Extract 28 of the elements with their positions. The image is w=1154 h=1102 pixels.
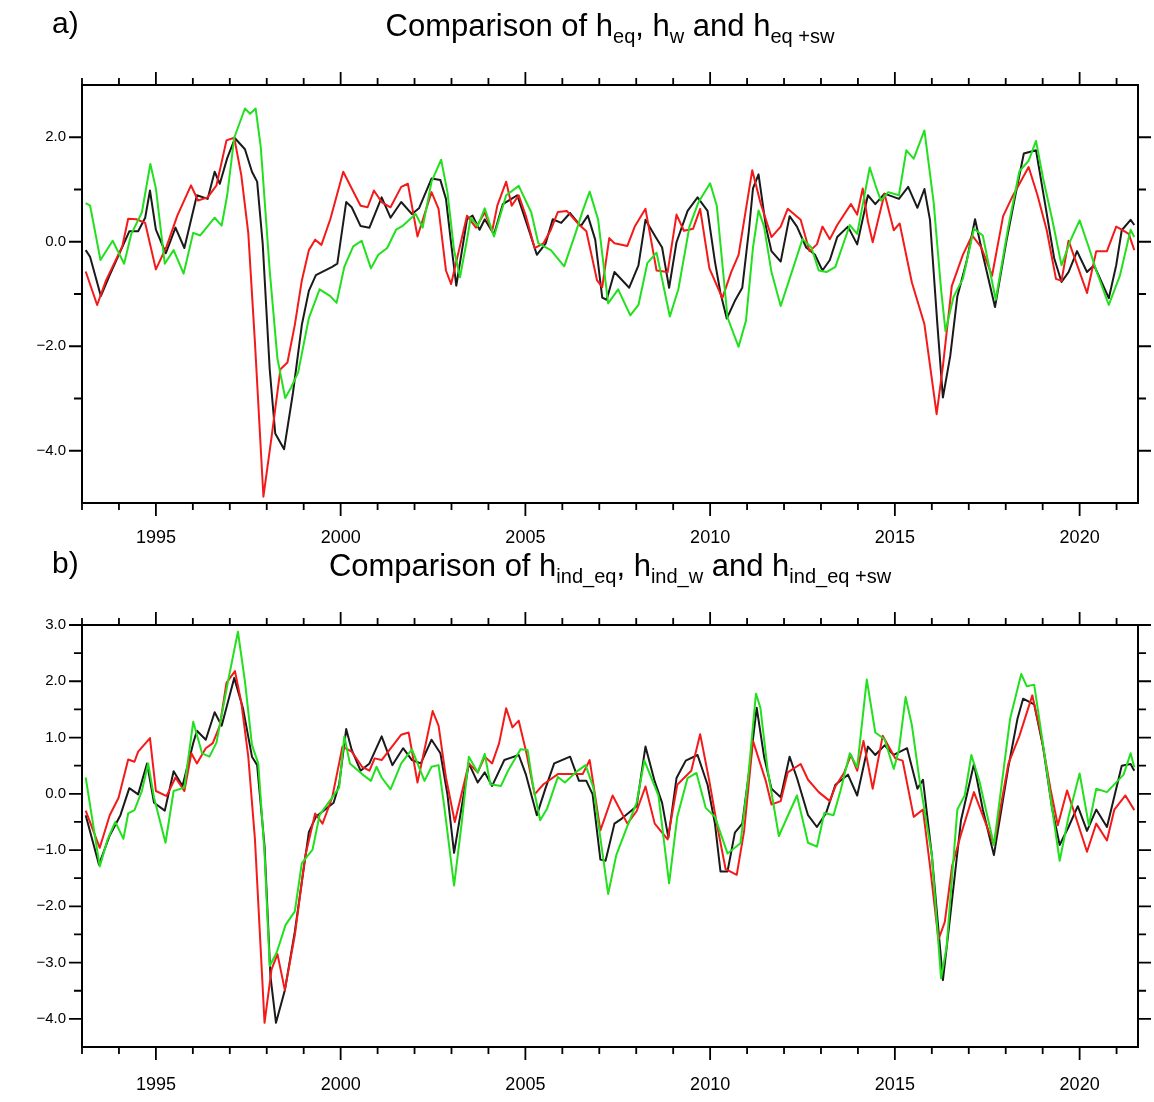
y-tick-label: −2.0	[36, 896, 66, 914]
x-tick-label: 2015	[874, 1073, 915, 1094]
y-tick-label: −4.0	[36, 1009, 66, 1027]
y-tick-label: 1.0	[45, 727, 66, 745]
text: b)	[52, 546, 79, 580]
x-tick-label: 2020	[1059, 1073, 1100, 1094]
x-tick-label: 2000	[320, 526, 361, 547]
x-tick-label: 2000	[320, 1073, 361, 1094]
y-tick-label: −1.0	[36, 840, 66, 858]
x-tick-label: 1995	[135, 1073, 176, 1094]
y-tick-label: 0.0	[45, 231, 66, 249]
y-tick-label: −4.0	[36, 440, 66, 458]
x-tick-label: 2020	[1059, 526, 1100, 547]
y-tick-label: −2.0	[36, 336, 66, 354]
y-tick-label: −3.0	[36, 952, 66, 970]
x-tick-label: 2010	[690, 526, 731, 547]
chart-title: Comparison of h$_{eq}$, h$_{w}$ and h$_{eq +sw}$	[384, 8, 836, 49]
y-tick-label: 2.0	[45, 127, 66, 145]
x-tick-label: 2015	[874, 526, 915, 547]
y-tick-label: 3.0	[45, 615, 66, 633]
chart-title: Comparison of h$_{ind_eq}$, h$_{ind_w}$ and h$_{ind_eq +sw}$	[327, 548, 893, 589]
y-tick-label: 0.0	[45, 783, 66, 801]
y-tick-label: 2.0	[45, 671, 66, 689]
x-tick-label: 2005	[505, 526, 546, 547]
x-tick-label: 1995	[135, 526, 176, 547]
text: a)	[52, 6, 79, 40]
x-tick-label: 2010	[690, 1073, 731, 1094]
x-tick-label: 2005	[505, 1073, 546, 1094]
